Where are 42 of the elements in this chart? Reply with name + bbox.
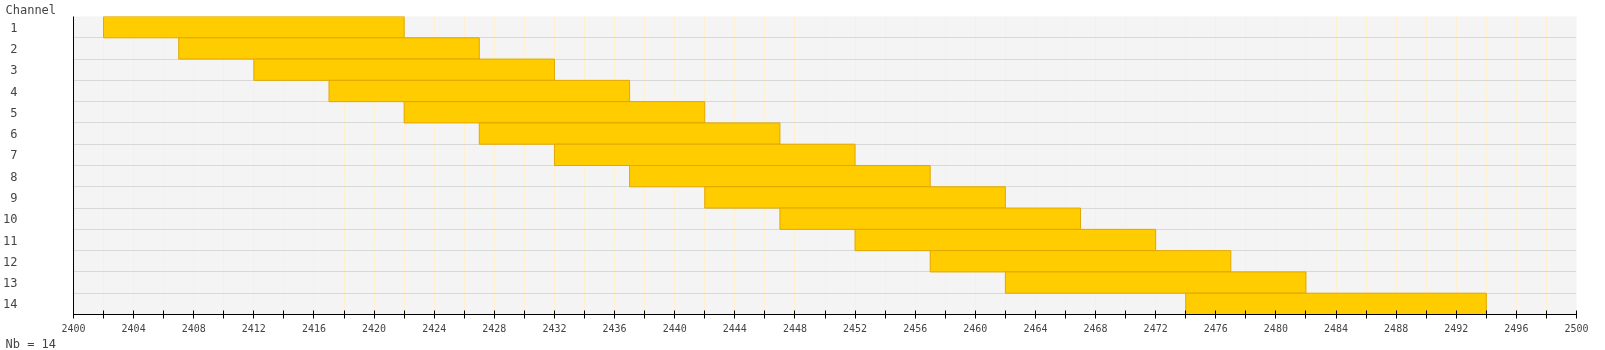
x-tick-label: 2496 [1504,322,1529,334]
x-tick-label: 2420 [362,322,387,334]
y-tick-label: 5 [10,105,18,120]
x-tick-label: 2472 [1143,322,1168,334]
y-tick-label: 3 [10,63,18,78]
y-tick-label: 4 [10,84,18,99]
x-tick-label: 2456 [903,322,928,334]
y-tick-label: 10 [3,212,18,227]
y-tick-label: 8 [10,169,18,184]
y-tick-label: 11 [3,233,18,248]
x-tick-label: 2460 [963,322,988,334]
y-tick-label: 2 [10,41,18,56]
x-tick-label: 2436 [602,322,627,334]
y-axis-title: Channel [5,2,57,17]
text: Nb = 14 [5,336,57,350]
x-tick-label: 2468 [1083,322,1108,334]
y-tick-label: 7 [10,148,18,163]
y-tick-label: 13 [3,276,18,291]
x-tick-label: 2428 [482,322,507,334]
x-tick-label: 2444 [722,322,747,334]
x-tick-label: 2452 [843,322,868,334]
y-tick-label: 1 [10,20,18,35]
x-tick-label: 2424 [422,322,447,334]
x-tick-label: 2440 [662,322,687,334]
x-tick-label: 2404 [121,322,146,334]
x-tick-label: 2500 [1564,322,1589,334]
x-tick-label: 2476 [1203,322,1228,334]
x-tick-label: 2484 [1323,322,1349,334]
x-tick-label: 2448 [782,322,807,334]
x-tick-label: 2412 [241,322,266,334]
x-tick-label: 2432 [542,322,567,334]
y-tick-label: 14 [3,297,18,312]
y-tick-label: 6 [10,127,18,142]
x-tick-label: 2464 [1023,322,1048,334]
x-tick-label: 2400 [61,322,86,334]
y-tick-label: 12 [3,254,18,269]
x-tick-label: 2408 [181,322,206,334]
x-tick-label: 2492 [1444,322,1469,334]
x-tick-label: 2416 [301,322,327,334]
x-tick-label: 2488 [1384,322,1409,334]
x-tick-label: 2480 [1263,322,1288,334]
y-tick-label: 9 [10,190,18,205]
